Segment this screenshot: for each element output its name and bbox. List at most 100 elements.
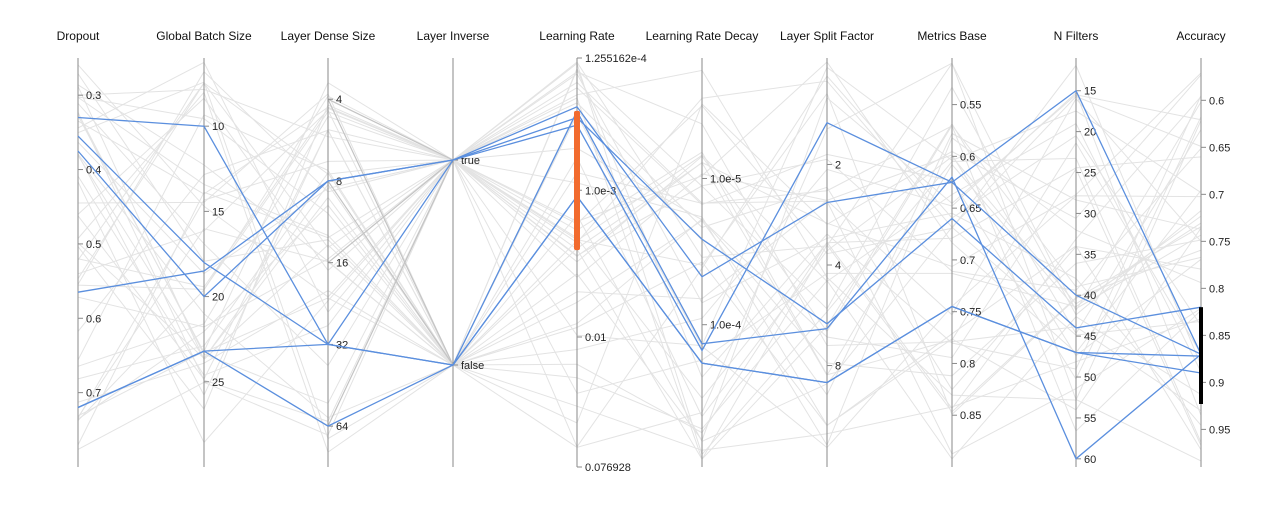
tick-label: false [461, 360, 484, 372]
background-line [77, 61, 1202, 328]
background-line [77, 113, 1202, 449]
background-lines [77, 61, 1202, 462]
tick-label: 0.9 [1209, 377, 1224, 389]
background-line [77, 95, 1202, 442]
brushes [574, 110, 1203, 405]
background-line [77, 70, 1202, 446]
background-line [77, 71, 1202, 423]
grey-line [327, 159, 454, 264]
axis-title: Layer Dense Size [281, 29, 376, 43]
tick-label: 45 [1084, 331, 1096, 343]
selected-line [77, 116, 1202, 329]
background-line [77, 69, 1202, 401]
background-line [77, 97, 1202, 381]
tick-label: 0.6 [960, 151, 975, 163]
brush-lr[interactable] [574, 110, 580, 251]
tick-label: 16 [336, 258, 348, 270]
background-line [77, 73, 1202, 426]
background-line [77, 62, 1202, 456]
tick-label: 50 [1084, 372, 1096, 384]
tick-label: true [461, 155, 480, 167]
tick-label: 8 [835, 361, 841, 373]
tick-label: 15 [1084, 86, 1096, 98]
tick-label: 20 [212, 292, 224, 304]
background-line [77, 64, 1202, 461]
background-line [77, 132, 1202, 396]
background-line [77, 112, 1202, 404]
background-line [77, 162, 1202, 420]
tick-label: 0.5 [86, 239, 101, 251]
background-line [77, 81, 1202, 447]
tick-label: 32 [336, 339, 348, 351]
tick-label: 0.85 [960, 410, 981, 422]
background-line [77, 67, 1202, 379]
selected-line [77, 89, 1202, 355]
tick-label: 2 [835, 159, 841, 171]
selected-line [77, 105, 1202, 355]
background-line [77, 111, 1202, 394]
selected-lines [77, 89, 1202, 460]
background-line [77, 68, 1202, 403]
tick-label: 0.076928 [585, 462, 631, 474]
tick-label: 1.0e-3 [585, 185, 616, 197]
background-line [77, 74, 1202, 424]
background-line [77, 115, 1202, 432]
axis-split: Layer Split Factor 2 4 8 [780, 29, 874, 467]
background-line [77, 228, 1202, 460]
grey-lines [327, 98, 454, 427]
selected-line [77, 109, 1202, 460]
tick-label: 25 [212, 377, 224, 389]
tick-label: 0.7 [960, 255, 975, 267]
axis-title: Global Batch Size [156, 29, 252, 43]
background-line [77, 82, 1202, 291]
axis-title: Layer Split Factor [780, 29, 874, 43]
axis-title: Dropout [57, 29, 100, 43]
selected-line [77, 195, 1202, 427]
tick-label: 0.65 [960, 203, 981, 215]
tick-label: 40 [1084, 290, 1096, 302]
tick-label: 8 [336, 176, 342, 188]
axis-title: Accuracy [1176, 29, 1225, 43]
tick-label: 20 [1084, 127, 1096, 139]
background-line [77, 84, 1202, 442]
tick-label: 1.0e-4 [710, 320, 741, 332]
tick-label: 35 [1084, 249, 1096, 261]
axis-title: Learning Rate [539, 29, 615, 43]
tick-label: 0.95 [1209, 424, 1230, 436]
tick-label: 4 [336, 94, 342, 106]
axis-title: Learning Rate Decay [646, 29, 759, 43]
tick-label: 0.85 [1209, 330, 1230, 342]
axis-lr_decay: Learning Rate Decay 1.0e-5 1.0e-4 [646, 29, 759, 467]
background-line [77, 61, 1202, 367]
tick-label: 0.01 [585, 332, 606, 344]
tick-label: 1.255162e-4 [585, 53, 647, 65]
axis-batch: Global Batch Size 10 15 20 25 [156, 29, 252, 467]
background-line [77, 156, 1202, 446]
background-line [77, 122, 1202, 373]
background-line [77, 72, 1202, 421]
background-line [77, 82, 1202, 381]
background-line [77, 81, 1202, 461]
axis-title: Layer Inverse [417, 29, 490, 43]
tick-label: 0.7 [86, 388, 101, 400]
brush-accuracy[interactable] [1199, 307, 1203, 405]
axis-filters: N Filters 15 20 25 30 35 40 45 50 55 60 [1054, 29, 1099, 467]
tick-label: 60 [1084, 454, 1096, 466]
tick-label: 0.3 [86, 90, 101, 102]
background-line [77, 81, 1202, 455]
tick-label: 0.55 [960, 100, 981, 112]
tick-label: 64 [336, 421, 348, 433]
background-line [77, 62, 1202, 462]
background-line [77, 66, 1202, 444]
tick-label: 0.8 [960, 358, 975, 370]
tick-label: 0.6 [1209, 95, 1224, 107]
grey-line [327, 98, 454, 366]
tick-label: 4 [835, 260, 841, 272]
tick-label: 10 [212, 121, 224, 133]
axis-title: N Filters [1054, 29, 1099, 43]
